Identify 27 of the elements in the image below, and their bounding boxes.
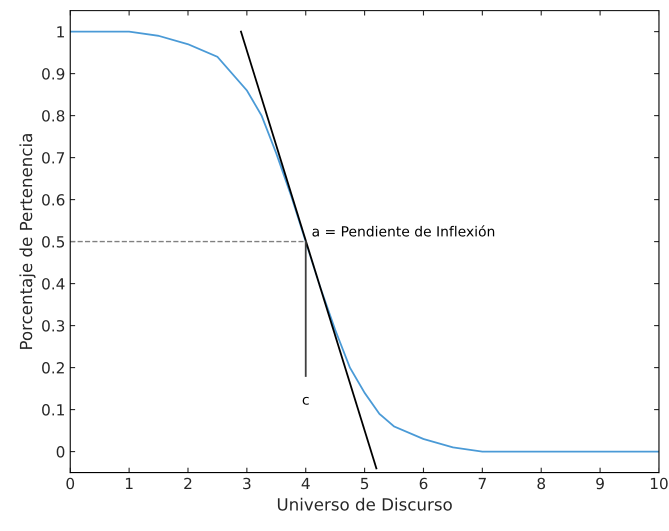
x-tick-label: 4	[302, 478, 310, 490]
annotation: c	[302, 396, 309, 405]
y-tick-label: 0	[56, 446, 64, 458]
y-tick-label: 0.2	[42, 362, 64, 374]
y-tick-label: 0.7	[42, 152, 64, 164]
y-tick-label: 0.9	[42, 68, 64, 80]
x-tick-label: 1	[126, 478, 133, 490]
x-tick-label: 10	[650, 478, 668, 490]
x-tick-label: 8	[537, 478, 546, 490]
y-tick-label: 0.5	[42, 236, 64, 248]
y-tick-label: 1	[57, 26, 64, 38]
annotation: a = Pendiente de Inflexión	[312, 225, 494, 237]
line-series	[70, 30, 659, 452]
x-tick-label: 9	[596, 478, 604, 490]
x-tick-label: 0	[66, 478, 74, 490]
y-tick-label: 0.8	[42, 110, 64, 122]
y-axis-title: Porcentaje de Pertenencia	[19, 134, 36, 349]
x-tick-label: 7	[478, 478, 486, 490]
y-tick-label: 0.6	[42, 194, 64, 206]
y-tick-label: 0.4	[42, 278, 65, 290]
x-tick-label: 5	[360, 478, 368, 490]
x-axis-title: Universo de Discurso	[278, 498, 452, 511]
x-tick-label: 6	[420, 478, 428, 490]
x-tick-label: 2	[184, 478, 192, 490]
y-tick-label: 0.3	[42, 320, 64, 332]
x-tick-label: 3	[243, 478, 250, 490]
y-tick-label: 0.1	[42, 404, 64, 416]
